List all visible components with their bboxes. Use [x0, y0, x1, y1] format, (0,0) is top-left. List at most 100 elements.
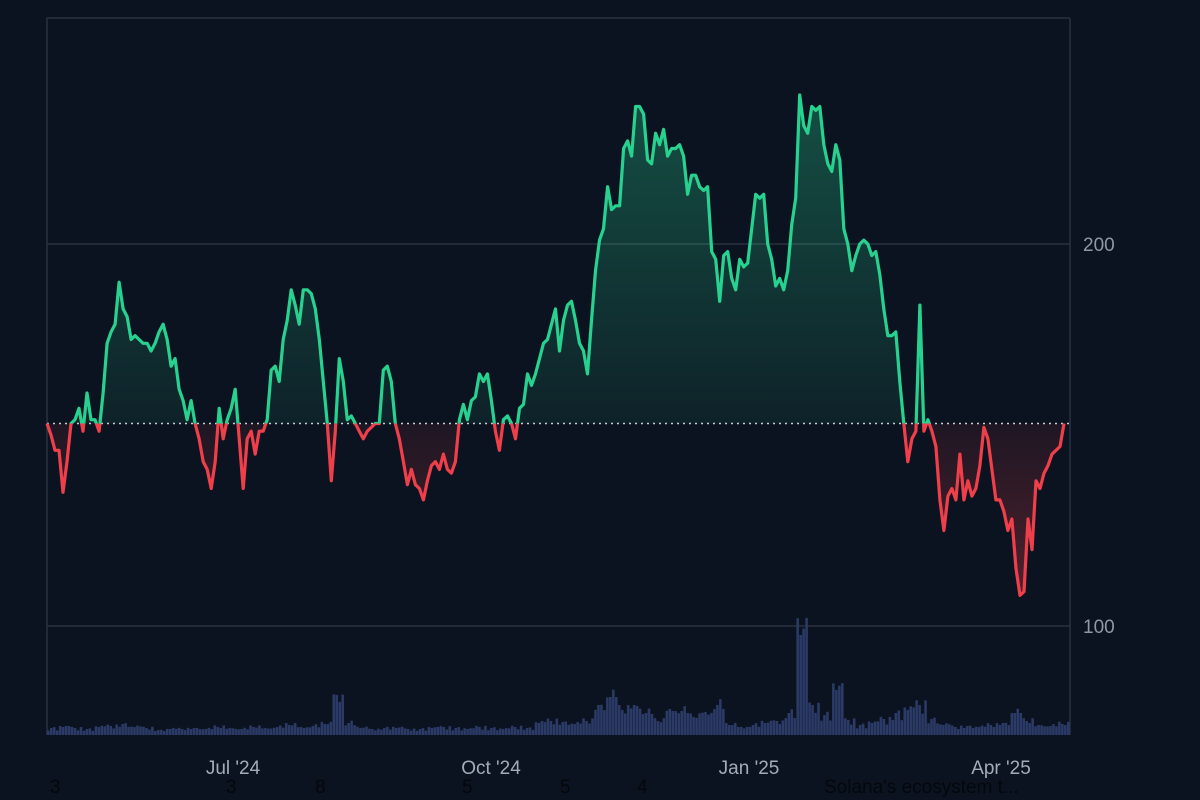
- volume-bar: [58, 726, 62, 735]
- volume-bar: [475, 725, 478, 735]
- volume-bar: [956, 728, 960, 735]
- volume-bar: [493, 727, 496, 735]
- volume-bar: [716, 705, 719, 735]
- volume-bar: [412, 728, 416, 735]
- volume-bar: [864, 728, 868, 735]
- volume-bar: [534, 722, 538, 735]
- volume-bar: [936, 723, 939, 735]
- volume-bar: [273, 727, 276, 735]
- volume-bar: [677, 713, 681, 735]
- volume-bar: [516, 729, 520, 735]
- volume-bar: [510, 725, 514, 735]
- volume-bar: [989, 725, 993, 735]
- volume-bar: [1058, 721, 1061, 735]
- volume-bar: [814, 712, 817, 735]
- volume-bar: [793, 717, 797, 735]
- volume-bar: [216, 727, 220, 735]
- volume-bar: [332, 694, 336, 735]
- volume-bar: [430, 728, 434, 735]
- volume-bar: [612, 689, 615, 735]
- volume-bar: [350, 720, 353, 735]
- volume-bar: [546, 718, 550, 735]
- volume-bar: [344, 725, 347, 735]
- volume-bar: [323, 724, 327, 735]
- news-headline-link[interactable]: Solana's ecosystem t...: [824, 777, 1019, 798]
- volume-bar: [591, 718, 594, 735]
- volume-bar: [252, 727, 255, 735]
- volume-bar: [525, 728, 529, 735]
- volume-bar: [130, 726, 133, 735]
- volume-bar: [496, 730, 499, 735]
- volume-bar: [165, 728, 169, 735]
- volume-bar: [713, 709, 716, 735]
- volume-bar: [76, 730, 80, 735]
- volume-bar: [707, 714, 710, 735]
- volume-bar: [846, 720, 850, 735]
- volume-bar: [320, 721, 324, 735]
- volume-bar: [192, 728, 196, 735]
- volume-bar: [1004, 722, 1008, 735]
- volume-bar: [826, 711, 829, 735]
- up-area-fill: [47, 95, 1064, 424]
- volume-bar: [403, 728, 407, 735]
- volume-bar: [97, 727, 101, 735]
- volume-bar: [353, 725, 356, 735]
- y-tick-label: 200: [1083, 235, 1115, 256]
- volume-bar: [528, 727, 532, 735]
- volume-bar: [719, 699, 722, 735]
- volume-bar: [115, 724, 118, 735]
- volume-bar: [858, 725, 862, 735]
- volume-bar: [540, 720, 544, 735]
- volume-bar: [918, 705, 921, 735]
- volume-bar: [174, 728, 178, 735]
- volume-bar: [362, 727, 365, 735]
- volume-bar: [201, 729, 205, 735]
- volume-bar: [778, 723, 782, 735]
- volume-bar: [442, 727, 446, 735]
- volume-bar: [722, 708, 725, 735]
- volume-bar: [606, 697, 609, 735]
- volume-bar: [656, 721, 660, 735]
- volume-bar: [246, 729, 249, 735]
- volume-bar: [787, 713, 791, 735]
- volume-bar: [879, 716, 883, 735]
- volume-bar: [1055, 726, 1058, 735]
- volume-bar: [329, 721, 333, 735]
- volume-bar: [424, 730, 428, 735]
- volume-bar: [632, 705, 636, 735]
- volume-bar: [623, 713, 627, 735]
- volume-bar: [537, 723, 541, 735]
- volume-bar: [439, 726, 443, 735]
- volume-bar: [995, 723, 999, 735]
- volume-bar: [406, 729, 410, 735]
- volume-bar: [603, 710, 606, 735]
- footer-label-6[interactable]: 4: [637, 777, 648, 798]
- volume-bar: [302, 728, 306, 735]
- volume-bar: [805, 617, 808, 735]
- volume-bar: [377, 728, 380, 735]
- volume-bar: [629, 708, 633, 735]
- volume-bar: [585, 721, 588, 735]
- volume-bar: [912, 707, 915, 735]
- volume-bar: [52, 727, 56, 735]
- volume-bar: [748, 726, 752, 735]
- volume-bar: [421, 728, 425, 735]
- footer-label-4: 5: [462, 777, 473, 798]
- volume-bar: [374, 730, 377, 735]
- volume-bar: [1052, 724, 1055, 735]
- volume-bar: [61, 727, 65, 735]
- volume-bar: [811, 705, 814, 735]
- volume-bar: [543, 722, 547, 735]
- volume-bar: [469, 728, 472, 735]
- volume-bar: [772, 720, 776, 735]
- volume-bar: [183, 730, 187, 735]
- volume-bar: [644, 713, 648, 735]
- volume-bar: [873, 721, 877, 735]
- volume-bar: [91, 730, 95, 735]
- volume-bar: [207, 727, 211, 735]
- volume-bar: [231, 728, 234, 735]
- volume-bar: [243, 727, 246, 735]
- volume-bar: [561, 722, 565, 735]
- volume-bar: [796, 618, 799, 735]
- volume-bar: [728, 725, 731, 735]
